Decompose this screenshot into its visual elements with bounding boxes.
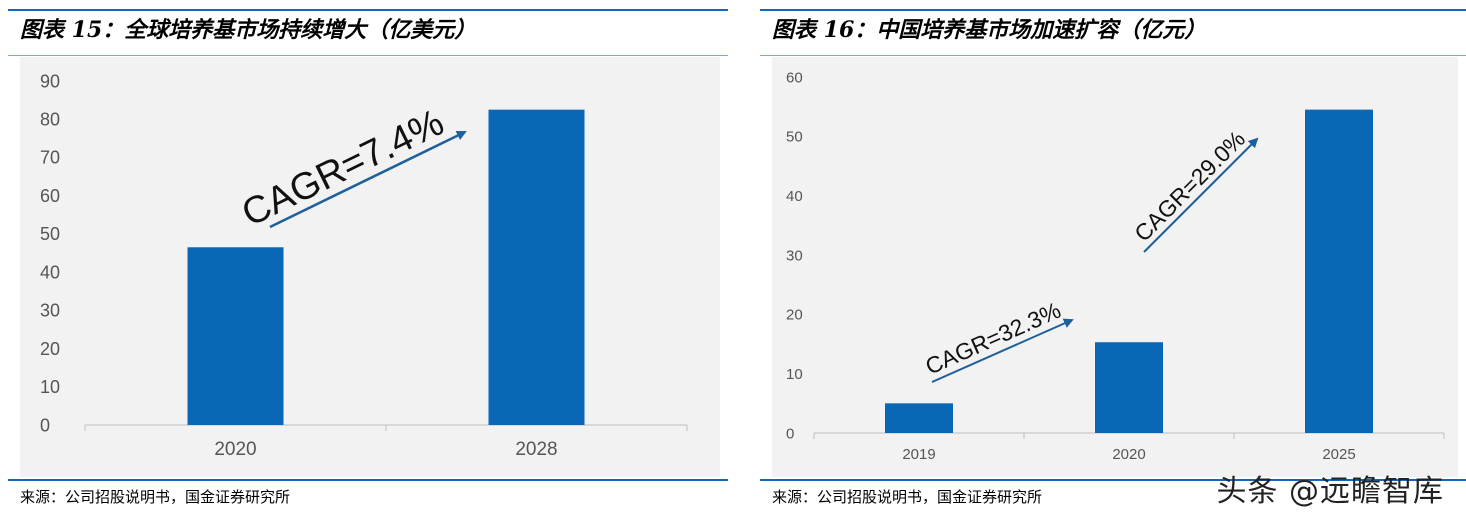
bar-2028: [488, 109, 585, 425]
cagr-label: CAGR=7.4%: [236, 102, 451, 236]
y-tick-label: 70: [40, 148, 60, 168]
chart-title: 图表 15：全球培养基市场持续增大（亿美元）: [20, 17, 477, 43]
x-tick-label: 2025: [1322, 446, 1355, 463]
top-rule: [760, 9, 1466, 11]
x-tick-label: 2020: [1112, 446, 1145, 463]
chart-panel-right: 图表 16：中国培养基市场加速扩容（亿元） 0 10 20 30 40 50 60 2019 2…: [752, 0, 1466, 516]
source-note: 来源：公司招股说明书，国金证券研究所: [20, 488, 291, 506]
y-tick-label: 60: [40, 186, 60, 206]
y-tick-label: 10: [786, 366, 803, 383]
x-tick-label: 2020: [214, 439, 256, 460]
y-tick-label: 30: [786, 247, 803, 264]
cagr-arrow-1: [931, 318, 1074, 383]
y-tick-label: 20: [40, 339, 60, 359]
bar-2025: [1305, 109, 1373, 433]
x-tick-label: 2019: [902, 446, 935, 463]
top-rule: [8, 9, 728, 11]
bottom-rule: [760, 479, 1466, 481]
y-tick-label: 10: [40, 377, 60, 397]
chart-panel-left: 图表 15：全球培养基市场持续增大（亿美元） 0 10 20 30 40 50 60 70 80…: [0, 0, 728, 516]
y-tick-label: 80: [40, 110, 60, 130]
plot-background: [20, 57, 720, 477]
title-rule: [760, 55, 1466, 56]
chart-title: 图表 16：中国培养基市场加速扩容（亿元）: [772, 17, 1207, 43]
y-tick-label: 20: [786, 307, 803, 324]
source-note: 来源：公司招股说明书，国金证券研究所: [772, 488, 1043, 506]
y-tick-label: 50: [786, 129, 803, 146]
title-rule: [8, 55, 728, 56]
cagr-arrow: [269, 130, 467, 229]
cagr-label-1: CAGR=32.3%: [921, 297, 1064, 380]
watermark: 头条 @远瞻智库: [1216, 474, 1444, 509]
y-tick-label: 40: [786, 188, 803, 205]
y-tick-label: 90: [40, 71, 60, 91]
bottom-rule: [8, 479, 728, 481]
x-tick-label: 2028: [515, 439, 557, 460]
bar-2019: [885, 403, 953, 433]
cagr-arrow-2: [1143, 137, 1259, 253]
bar-2020: [187, 247, 284, 425]
y-tick-label: 60: [786, 69, 803, 86]
bar-chart-china: 0 10 20 30 40 50 60 2019 2020 2025 CAGR=32.3% CAG…: [786, 69, 1445, 463]
bar-chart-global: 0 10 20 30 40 50 60 70 80 90 2020 2028 CAGR=7.4%: [40, 71, 688, 460]
bar-2020: [1095, 342, 1163, 433]
y-tick-label: 0: [40, 415, 50, 435]
cagr-label-2: CAGR=29.0%: [1129, 126, 1250, 247]
y-tick-label: 0: [786, 425, 794, 442]
y-tick-label: 40: [40, 262, 60, 282]
y-tick-label: 30: [40, 301, 60, 321]
y-tick-label: 50: [40, 224, 60, 244]
